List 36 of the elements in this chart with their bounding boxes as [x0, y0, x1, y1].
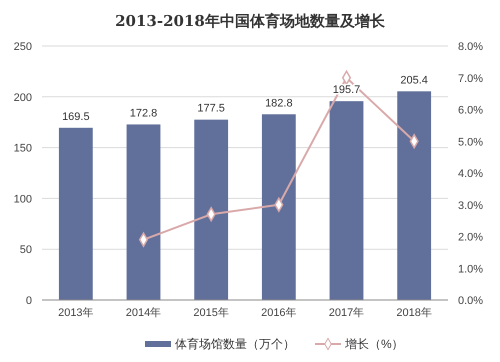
- data-label: 172.8: [130, 107, 158, 120]
- x-tick-label: 2016年: [261, 307, 297, 319]
- y-tick-label: 250: [14, 41, 32, 53]
- x-tick-label: 2017年: [328, 307, 364, 319]
- data-label: 177.5: [197, 102, 225, 115]
- bar: [58, 128, 93, 300]
- y2-tick-label: 6.0%: [458, 104, 484, 116]
- y-tick-label: 100: [14, 193, 32, 206]
- chart-title: 2013-2018年中国体育场地数量及增长: [115, 12, 386, 30]
- y-tick-label: 200: [14, 92, 32, 104]
- data-label: 169.5: [62, 110, 90, 123]
- bar: [126, 124, 160, 300]
- data-label: 182.8: [265, 97, 293, 110]
- y2-tick-label: 1.0%: [458, 263, 484, 276]
- data-label: 195.7: [332, 84, 360, 96]
- bar: [397, 91, 432, 300]
- x-tick-label: 2013年: [58, 307, 94, 319]
- y2-tick-label: 4.0%: [458, 168, 484, 180]
- x-tick-label: 2015年: [193, 307, 229, 319]
- y2-tick-label: 0.0%: [458, 295, 484, 307]
- legend-label: 体育场馆数量（万个）: [175, 337, 295, 351]
- bar: [262, 114, 296, 300]
- bar: [194, 120, 228, 300]
- y-tick-label: 150: [14, 142, 32, 155]
- data-label: 205.4: [400, 74, 428, 86]
- y2-tick-label: 3.0%: [458, 200, 484, 212]
- x-tick-label: 2018年: [396, 307, 432, 319]
- y2-tick-label: 2.0%: [458, 232, 484, 244]
- y2-tick-label: 7.0%: [458, 72, 484, 85]
- y-tick-label: 50: [20, 244, 32, 256]
- y2-tick-label: 5.0%: [458, 136, 484, 148]
- y-tick-label: 0: [26, 295, 32, 307]
- legend-label: 增长（%）: [344, 337, 404, 351]
- y2-tick-label: 8.0%: [458, 41, 484, 53]
- x-tick-label: 2014年: [126, 307, 162, 319]
- bar: [330, 101, 364, 300]
